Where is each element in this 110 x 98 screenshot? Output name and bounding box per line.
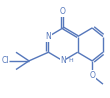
Text: Cl: Cl <box>1 56 9 65</box>
Text: O: O <box>60 7 66 16</box>
Text: N: N <box>60 56 66 65</box>
Text: N: N <box>46 32 51 41</box>
Text: H: H <box>68 58 73 63</box>
Text: O: O <box>89 71 95 80</box>
